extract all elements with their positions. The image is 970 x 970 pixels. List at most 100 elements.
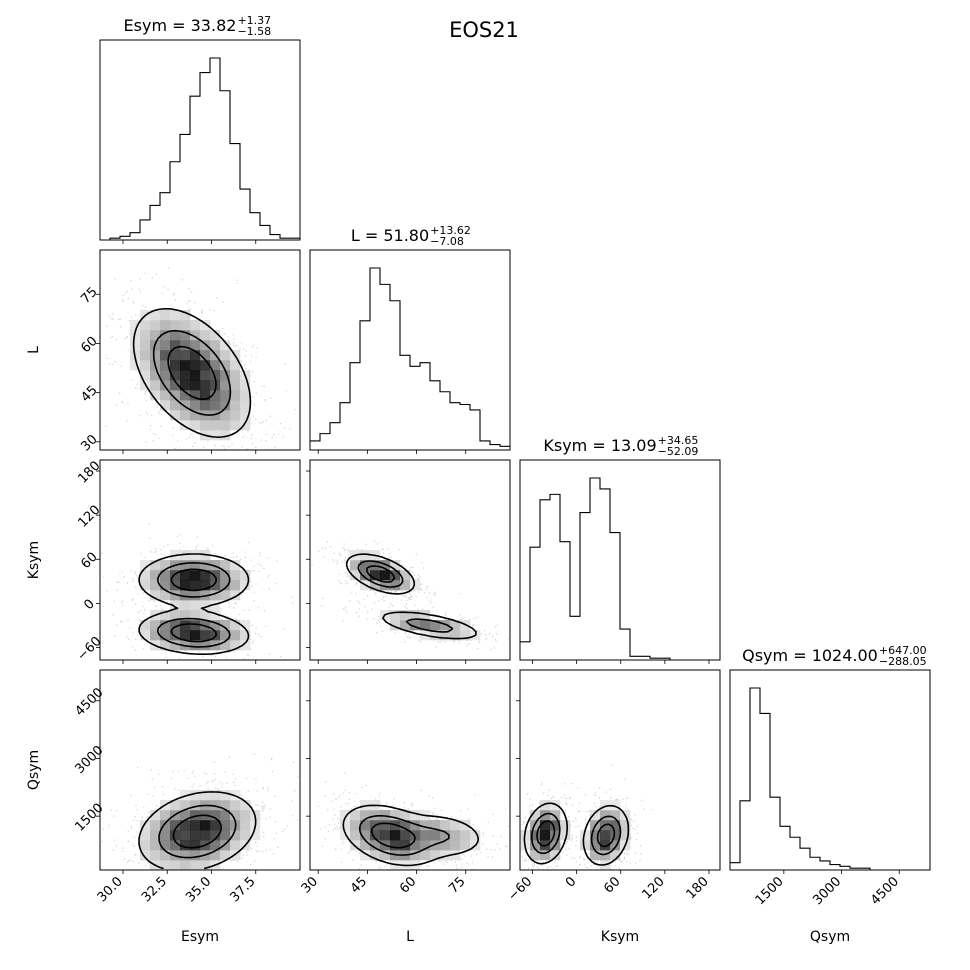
x-tick-label: 30.0: [95, 874, 126, 905]
density-cell: [150, 820, 161, 831]
x-tick-label: 35.0: [183, 874, 214, 905]
density-cell: [600, 810, 611, 821]
density-cell: [530, 840, 541, 851]
density-cell: [170, 390, 181, 401]
contour-level-1: [132, 308, 252, 438]
density-cell: [140, 570, 151, 581]
density-cell: [220, 560, 231, 571]
density-cell: [230, 360, 241, 371]
density-cell: [210, 430, 221, 441]
density-cell: [140, 580, 151, 591]
density-cell: [360, 810, 371, 821]
density-cell: [190, 820, 201, 831]
density-cell: [230, 810, 241, 821]
density-cell: [190, 550, 201, 561]
density-cell: [550, 850, 561, 861]
density-cell: [190, 860, 201, 870]
density-cell: [170, 600, 181, 611]
density-cell: [230, 420, 241, 431]
density-cell: [390, 580, 401, 591]
density-cell: [170, 800, 181, 811]
density-cell: [180, 790, 191, 801]
density-cell: [160, 820, 171, 831]
density-cell: [230, 590, 241, 601]
contour-level-3: [536, 820, 616, 848]
density-cell: [220, 400, 231, 411]
density-cell: [340, 810, 351, 821]
density-cell: [200, 830, 211, 841]
axes-frame: [309, 459, 511, 661]
panel-qsym-vs-esym: 30.0 32.5 35.0 37.5 1500 3000 4500: [73, 669, 301, 905]
density-cell: [210, 400, 221, 411]
density-cell: [180, 420, 191, 431]
density-cell: [250, 830, 261, 841]
xlabel-esym: Esym: [181, 929, 219, 945]
density-cell: [220, 370, 231, 381]
histogram-ksym: [520, 477, 720, 661]
title-median: 51.80: [383, 226, 429, 245]
x-tick-label: 75: [446, 874, 468, 896]
density-cell: [230, 830, 241, 841]
density-cell: [170, 620, 181, 631]
density-cell: [430, 850, 441, 861]
density-cell: [210, 570, 221, 581]
density-cell: [400, 810, 411, 821]
density-cell: [200, 330, 211, 341]
density-cell: [440, 830, 451, 841]
density-cell: [220, 810, 231, 821]
y-tick-label: 3000: [73, 743, 107, 777]
density-cell: [420, 620, 431, 631]
density-cell: [230, 370, 241, 381]
title-minus: −7.08: [430, 235, 464, 248]
panels: Esym = 33.82 +1.37−1.58L = 51.80 +13.62−7.…: [26, 14, 931, 945]
density-cell: [240, 810, 251, 821]
y-tick-label: 0: [81, 597, 97, 613]
density-cell: [190, 600, 201, 611]
density-cell: [400, 840, 411, 851]
density-cell: [190, 320, 201, 331]
density-cell: [180, 620, 191, 631]
density-cell: [540, 810, 551, 821]
density-cell: [220, 350, 231, 361]
density-cell: [150, 580, 161, 591]
density-cell: [220, 360, 231, 371]
contour-level-2: [158, 804, 237, 859]
density-cell: [180, 560, 191, 571]
title-plus: +34.65: [658, 434, 699, 447]
density-cell: [170, 820, 181, 831]
axes-frame: [99, 669, 301, 871]
density-cell: [130, 320, 141, 331]
density-cell: [210, 810, 221, 821]
density-cell: [210, 360, 221, 371]
density-cell: [210, 850, 221, 861]
density-cell: [170, 400, 181, 411]
density-cell: [190, 640, 201, 651]
density-cell: [160, 830, 171, 841]
title-median: 13.09: [611, 436, 657, 455]
density-cell: [230, 570, 241, 581]
histogram-panel-ksym: Ksym = 13.09 +34.65−52.09: [519, 434, 721, 664]
density-cell: [380, 810, 391, 821]
density-cell: [470, 830, 481, 841]
density-cell: [420, 820, 431, 831]
density-cell: [180, 570, 191, 581]
density-cell: [210, 420, 221, 431]
density-cell: [140, 350, 151, 361]
density-cell: [150, 370, 161, 381]
density-cell: [380, 830, 391, 841]
density-cell: [180, 850, 191, 861]
density-cell: [450, 820, 461, 831]
density-cell: [170, 640, 181, 651]
y-tick-label: 75: [78, 285, 100, 307]
density-cell: [370, 840, 381, 851]
density-cell: [400, 580, 411, 591]
density-cell: [190, 610, 201, 621]
density-cell: [410, 580, 421, 591]
density-cell: [230, 380, 241, 391]
density-cell: [150, 350, 161, 361]
density-cell: [180, 310, 191, 321]
density-cell: [160, 580, 171, 591]
density-cell: [350, 820, 361, 831]
density-cell: [340, 830, 351, 841]
density-cell: [160, 350, 171, 361]
